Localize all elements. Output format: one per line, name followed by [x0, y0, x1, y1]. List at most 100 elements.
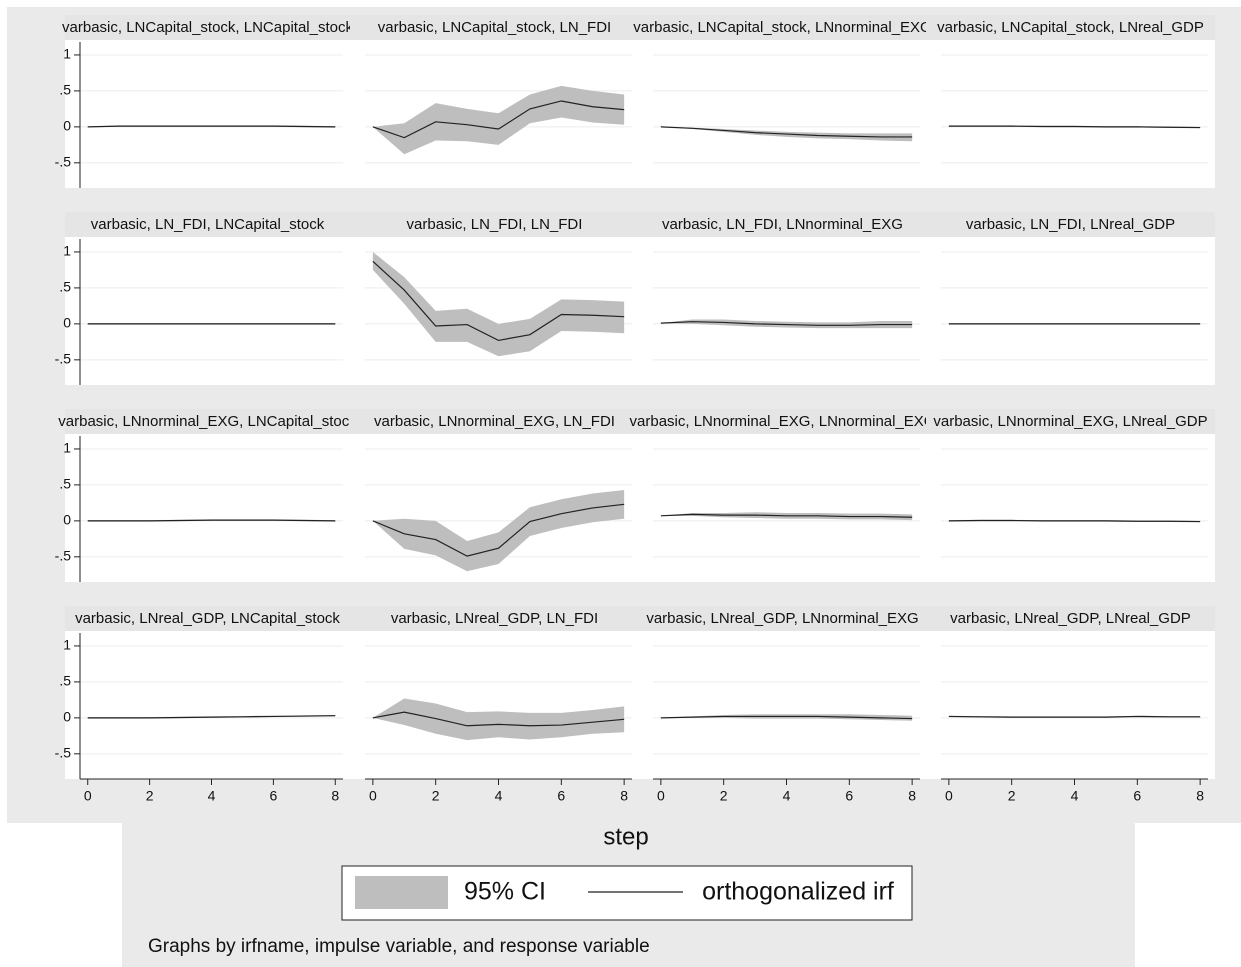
panel-title-strip [926, 409, 1215, 434]
panel-title-strip [65, 15, 350, 40]
x-tick-label: 8 [908, 788, 916, 804]
x-tick-label: 6 [845, 788, 853, 804]
ci-band [660, 319, 913, 329]
y-tick-label: 0 [63, 118, 71, 134]
irf-line [87, 125, 336, 128]
panel-title: varbasic, LNnorminal_EXG, LNreal_GDP [933, 413, 1207, 430]
irf-line [660, 715, 913, 720]
y-tick-label: 0 [63, 315, 71, 331]
y-tick-label: 0 [63, 709, 71, 725]
panel: varbasic, LNCapital_stock, LNreal_GDP [926, 15, 1215, 188]
panel-background [926, 409, 1215, 582]
panel: varbasic, LNCapital_stock, LN_FDI [350, 15, 639, 188]
irf-line [372, 503, 625, 557]
panel-title-strip [350, 15, 639, 40]
legend-label: orthogonalized irf [702, 878, 894, 906]
ci-band [372, 85, 625, 155]
panel: varbasic, LNnorminal_EXG, LNnorminal_EXG [630, 409, 936, 582]
panel-title-strip [65, 212, 350, 237]
irf-line [948, 125, 1201, 129]
legend-label: 95% CI [464, 878, 546, 906]
panel-background [65, 409, 350, 582]
panel: varbasic, LNCapital_stock, LNCapital_sto… [55, 15, 353, 188]
panel-title-strip [65, 606, 350, 631]
irf-line [372, 100, 625, 139]
note: Graphs by irfname, impulse variable, and… [148, 936, 650, 957]
x-tick-label: 0 [657, 788, 665, 804]
panel-title: varbasic, LNCapital_stock, LNCapital_sto… [62, 19, 353, 36]
y-tick-label: 1 [63, 637, 71, 653]
x-tick-label: 2 [432, 788, 440, 804]
panel: varbasic, LNreal_GDP, LNnorminal_EXG 0 2 4 6… [638, 606, 927, 804]
panel-title-strip [926, 15, 1215, 40]
irf-line [948, 715, 1201, 718]
panel-title: varbasic, LNCapital_stock, LN_FDI [378, 19, 611, 36]
y-tick-label: -.5 [55, 745, 72, 761]
panel-title-strip [638, 409, 927, 434]
panel-background [926, 212, 1215, 385]
panel-background [638, 606, 927, 779]
x-tick-label: 6 [1133, 788, 1141, 804]
y-tick-label: -.5 [55, 351, 72, 367]
x-tick-label: 8 [1196, 788, 1204, 804]
x-tick-label: 2 [720, 788, 728, 804]
x-tick-label: 0 [369, 788, 377, 804]
panel: varbasic, LN_FDI, LNreal_GDP [926, 212, 1215, 385]
panel-background [638, 409, 927, 582]
panel-title: varbasic, LNnorminal_EXG, LNnorminal_EXG [630, 413, 936, 430]
panels: varbasic, LNCapital_stock, LNCapital_sto… [55, 15, 1215, 804]
x-axis-title: step [603, 823, 648, 850]
y-tick-label: -.5 [55, 548, 72, 564]
panel-title-strip [926, 606, 1215, 631]
x-tick-label: 8 [331, 788, 339, 804]
panel-title-strip [638, 606, 927, 631]
ci-band [372, 698, 625, 741]
x-tick-label: 6 [269, 788, 277, 804]
irf-line [948, 519, 1201, 523]
y-tick-label: 1 [63, 46, 71, 62]
legend-swatch [355, 876, 448, 909]
panel-title: varbasic, LNreal_GDP, LNnorminal_EXG [646, 610, 918, 627]
panel-background [926, 606, 1215, 779]
x-tick-label: 2 [1008, 788, 1016, 804]
panel-title-strip [350, 212, 639, 237]
x-tick-label: 4 [208, 788, 216, 804]
y-tick-label: .5 [59, 673, 71, 689]
y-tick-label: .5 [59, 476, 71, 492]
irf-line [372, 711, 625, 727]
panel: varbasic, LNreal_GDP, LNreal_GDP 0 2 4 6 8 [926, 606, 1215, 804]
ci-band [372, 251, 625, 357]
panel-title: varbasic, LNreal_GDP, LNCapital_stock [75, 610, 340, 627]
x-tick-label: 6 [557, 788, 565, 804]
panel: varbasic, LNnorminal_EXG, LN_FDI [350, 409, 639, 582]
panel-background [638, 212, 927, 385]
y-tick-label: .5 [59, 82, 71, 98]
panel: varbasic, LN_FDI, LNCapital_stock 1 .5 0 -.5 [55, 212, 350, 385]
irf-line [87, 519, 336, 522]
panel: varbasic, LNnorminal_EXG, LNCapital_stoc… [55, 409, 357, 582]
ci-band [372, 489, 625, 572]
panel-title-strip [350, 409, 639, 434]
panel: varbasic, LNnorminal_EXG, LNreal_GDP [926, 409, 1215, 582]
irf-line [660, 321, 913, 326]
irf-line [660, 126, 913, 138]
panel-background [65, 212, 350, 385]
panel-background [65, 606, 350, 779]
y-tick-label: 1 [63, 440, 71, 456]
panel-background [350, 606, 639, 779]
panel-title-strip [638, 15, 927, 40]
x-tick-label: 0 [945, 788, 953, 804]
panel-title-strip [350, 606, 639, 631]
panel-background [926, 15, 1215, 188]
legend-items: 95% CI orthogonalized irf [355, 876, 894, 909]
x-tick-label: 4 [1071, 788, 1079, 804]
panel-title-strip [65, 409, 350, 434]
panel-title: varbasic, LNreal_GDP, LNreal_GDP [950, 610, 1191, 627]
panel-background [65, 15, 350, 188]
panel: varbasic, LNCapital_stock, LNnorminal_EX… [633, 15, 932, 188]
panel-title: varbasic, LNnorminal_EXG, LNCapital_stoc… [58, 413, 357, 430]
panel-title: varbasic, LNCapital_stock, LNreal_GDP [937, 19, 1204, 36]
